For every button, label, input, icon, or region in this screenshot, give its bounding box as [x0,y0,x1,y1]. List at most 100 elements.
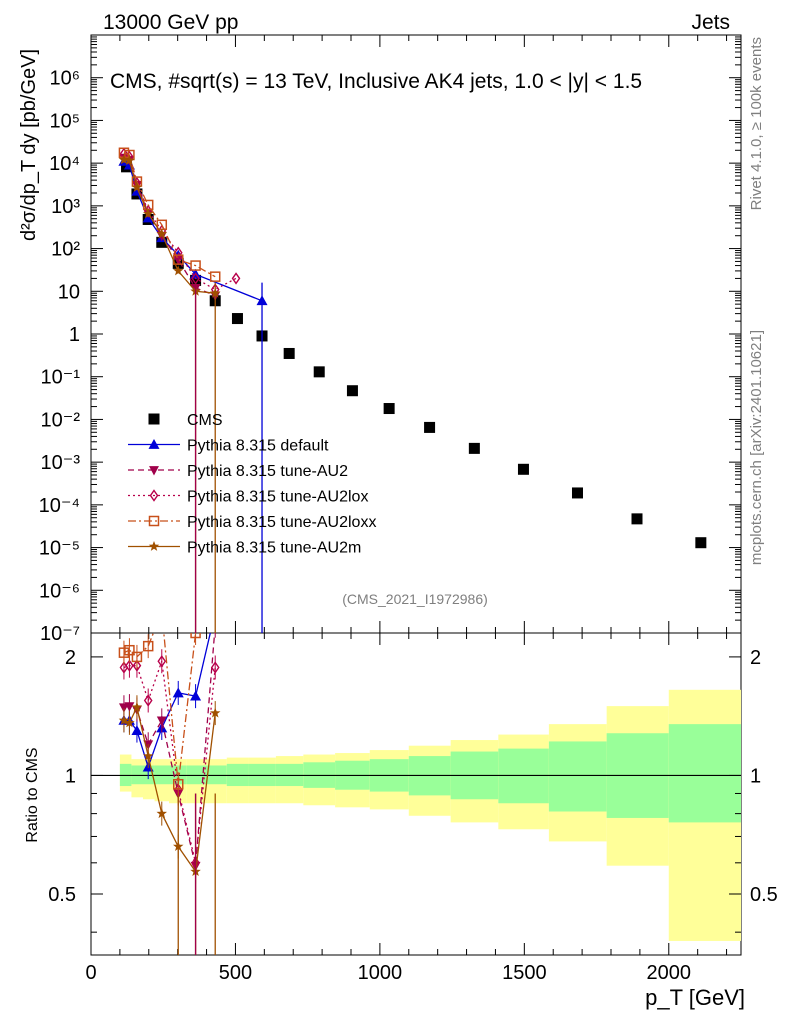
y-tick-label: 10⁻² [41,409,81,431]
series-line [123,152,216,278]
main-series-group [118,147,707,633]
legend-label: Pythia 8.315 tune-AU2 [187,463,348,480]
ratio-y-tick-label: 2 [750,647,761,669]
ratio-y-tick-label: 0.5 [750,884,778,906]
ratio-point [210,661,220,674]
ratio-y-tick-label: 0.5 [48,884,76,906]
data-point [156,228,167,239]
legend: CMS Pythia 8.315 default Pythia 8.315 tune… [128,412,376,557]
legend-marker [149,489,159,502]
y-tick-label: 10⁻⁷ [40,623,80,645]
band-inner-bin [548,741,607,812]
data-point [190,260,201,271]
data-point [190,274,202,286]
ratio-point [143,694,153,707]
legend-label: Pythia 8.315 tune-AU2m [187,540,361,557]
ratio-uncertainty-bands [91,689,741,941]
data-point [383,403,395,415]
ratio-point [125,659,134,672]
legend-label: CMS [187,412,223,429]
ratio-line [123,660,216,863]
ratio-point [131,651,143,663]
x-tick-label: 500 [219,962,252,984]
x-axis-label: p_T [GeV] [645,985,745,1010]
data-point [156,236,168,248]
data-point [424,421,436,433]
ratio-point [142,640,154,652]
y-tick-label: 10⁻³ [41,452,81,474]
data-point [131,181,143,192]
ratio-axis-ticks: 0 500 1000 1500 2000 0.5 0.5 1 1 2 2 [48,633,778,984]
data-point [231,313,243,325]
legend-label: Pythia 8.315 tune-AU2loxx [187,514,376,531]
data-point [346,385,358,397]
data-point [517,463,529,475]
ratio-point [156,716,167,726]
ratio-line [123,705,216,874]
ratio-point [157,655,167,668]
data-point [695,537,707,549]
rivet-version-label: Rivet 4.1.0, ≥ 100k events [748,37,765,210]
ratio-point [143,750,154,761]
ratio-point [118,714,130,725]
data-point [571,487,583,499]
legend-marker [148,541,160,551]
x-tick-label: 1000 [358,962,403,984]
ratio-line [123,633,216,866]
ratio-point [190,633,201,639]
ratio-point [172,778,184,790]
y-tick-label: 1 [69,324,80,346]
data-point [231,272,241,285]
x-tick-label: 1500 [502,962,547,984]
header-right: Jets [691,11,730,34]
series-line [123,159,216,294]
ratio-series-group [118,608,221,955]
data-point [209,271,221,282]
ratio-point [124,717,135,728]
ratio-point [118,647,130,658]
legend-marker [149,466,159,476]
legend-label: Pythia 8.315 tune-AU2lox [187,489,368,506]
data-point [118,154,130,165]
y-tick-label: 10⁻¹ [41,367,81,389]
band-inner-bin [668,724,741,823]
legend-label: Pythia 8.315 default [187,438,329,455]
ratio-point [172,687,184,698]
data-point [173,265,184,276]
legend-marker [148,515,160,527]
ratio-point [124,702,135,712]
ratio-point [124,644,135,656]
ratio-y-tick-label: 1 [65,765,76,787]
ratio-y-axis-label: Ratio to CMS [24,747,41,842]
ratio-point [131,725,143,735]
y-tick-label: 10⁵ [49,110,80,132]
ratio-line [123,633,197,785]
data-point [143,208,154,219]
y-tick-label: 10⁻⁶ [39,580,80,602]
mcplots-label: mcplots.cern.ch [arXiv:2401.10621] [748,330,765,565]
data-point [173,255,184,266]
y-tick-label: 10³ [51,196,80,218]
header-left: 13000 GeV pp [103,11,238,34]
legend-marker [148,439,160,449]
y-tick-label: 10² [51,239,80,261]
ratio-point [190,690,202,701]
y-tick-label: 10⁴ [49,153,80,175]
ratio-point [210,707,221,718]
plot-title: CMS, #sqrt(s) = 13 TeV, Inclusive AK4 je… [110,70,642,93]
ratio-point [132,659,142,672]
legend-marker [148,413,160,425]
data-point [631,513,643,525]
data-point [283,347,295,359]
y-tick-label: 10⁻⁵ [39,538,80,560]
data-point [124,155,135,165]
data-point [468,442,480,454]
data-point [173,246,183,259]
x-tick-label: 0 [85,962,96,984]
main-axis-ticks: 10⁶ 10⁵ 10⁴ 10³ 10² 10 1 10⁻¹ 10⁻² 10⁻³ 10⁻⁴ 10⁻⁵ 10… [39,34,741,645]
ratio-point [157,608,166,617]
y-tick-label: 10 [58,281,80,303]
y-tick-label: 10⁻⁴ [39,495,80,517]
ratio-point [156,808,167,819]
